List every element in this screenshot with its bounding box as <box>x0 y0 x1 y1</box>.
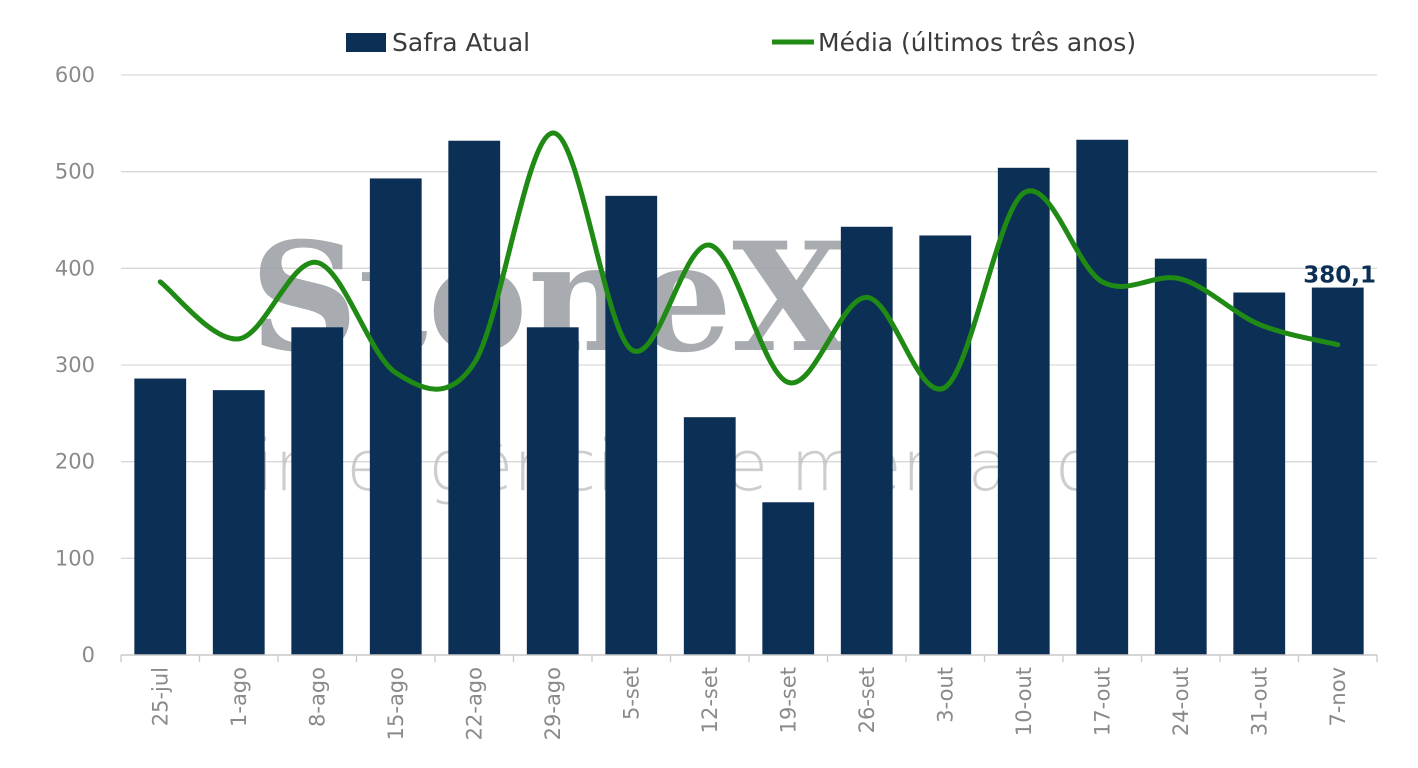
x-tick-label: 7-nov <box>1326 667 1350 727</box>
bar <box>919 235 972 655</box>
y-tick-label: 300 <box>55 353 95 377</box>
x-tick-label: 10-out <box>1012 667 1036 736</box>
x-tick-label: 29-ago <box>541 667 565 740</box>
x-tick-label: 26-set <box>855 667 879 733</box>
x-tick-label: 19-set <box>776 667 800 733</box>
bar <box>840 226 893 655</box>
bar <box>762 502 815 655</box>
bar-series <box>134 139 1364 656</box>
bar <box>1076 139 1129 655</box>
x-tick-label: 17-out <box>1090 667 1114 736</box>
bar <box>134 378 187 655</box>
bar <box>605 195 658 656</box>
y-tick-label: 500 <box>55 160 95 184</box>
bar <box>526 327 579 655</box>
y-tick-label: 200 <box>55 450 95 474</box>
x-tick-label: 24-out <box>1169 667 1193 736</box>
x-tick-label: 15-ago <box>384 667 408 740</box>
x-tick-label: 3-out <box>933 667 957 723</box>
axes: 0 100 200 300 400 500 600 25-jul 1-ago 8-ago 15-ag… <box>55 63 1378 740</box>
bar <box>997 167 1050 656</box>
bar <box>369 178 422 655</box>
y-tick-label: 400 <box>55 256 95 280</box>
y-tick-label: 600 <box>55 63 95 87</box>
x-tick-label: 8-ago <box>305 667 329 727</box>
bar <box>212 390 265 655</box>
y-tick-label: 100 <box>55 546 95 570</box>
legend: Safra Atual Média (últimos três anos) <box>346 28 1136 57</box>
x-tick-label: 12-set <box>698 667 722 733</box>
legend-label-line: Média (últimos três anos) <box>818 28 1136 57</box>
line-series <box>157 130 1341 392</box>
data-label: 380,1 <box>1303 263 1376 289</box>
x-tick-label: 1-ago <box>227 667 251 727</box>
bar <box>1233 292 1286 655</box>
legend-label-bar: Safra Atual <box>392 28 530 57</box>
series-line <box>157 130 1341 392</box>
bar <box>1154 258 1207 655</box>
bar <box>683 417 736 655</box>
x-tick-label: 25-jul <box>148 667 172 726</box>
bar <box>448 140 501 655</box>
legend-swatch-bar <box>346 33 386 52</box>
bar <box>291 327 344 655</box>
x-tick-label: 22-ago <box>462 667 486 740</box>
bar <box>1311 287 1364 655</box>
data-labels: 380,1 <box>1303 263 1376 289</box>
x-tick-label: 31-out <box>1247 667 1271 736</box>
x-tick-label: 5-set <box>619 667 643 720</box>
y-tick-label: 0 <box>82 643 95 667</box>
